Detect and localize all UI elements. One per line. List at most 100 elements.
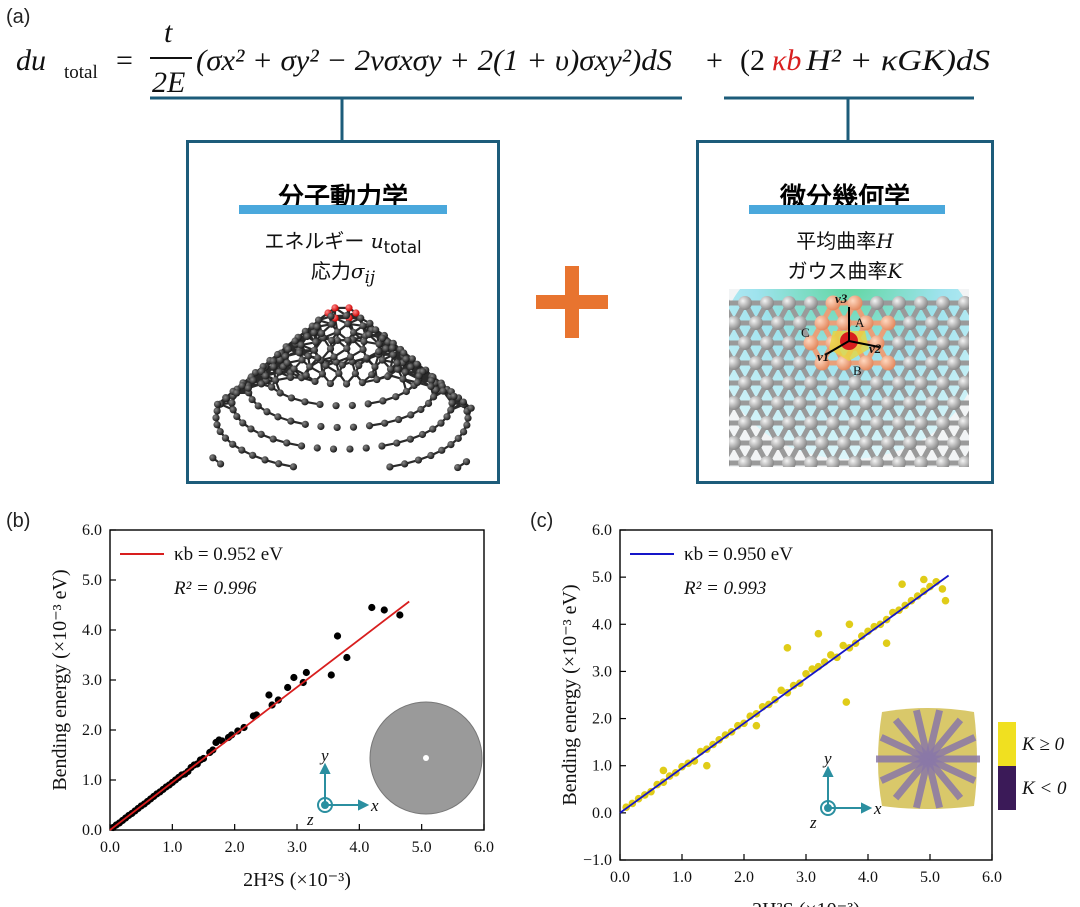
- data-point: [265, 691, 273, 699]
- atom: [364, 400, 372, 408]
- eq-lhs-sub: total: [64, 62, 98, 83]
- atom: [771, 396, 785, 410]
- box-dg-line1-text: 平均曲率: [796, 229, 877, 253]
- x-tick-label: 3.0: [796, 869, 816, 886]
- box-md-line2-text: 応力: [310, 259, 351, 283]
- data-point: [913, 592, 922, 600]
- atom: [283, 439, 291, 447]
- eq-frac-num: t: [164, 16, 173, 49]
- curvature-schematic-image: A B C v1 v2 v3: [729, 289, 969, 467]
- x-tick-label: 5.0: [920, 869, 940, 886]
- panel-label-a: (a): [6, 6, 31, 28]
- atom: [287, 417, 295, 425]
- data-point: [783, 644, 792, 652]
- data-point: [302, 668, 310, 677]
- data-point: [777, 686, 785, 695]
- atom: [836, 315, 852, 331]
- atom: [858, 355, 874, 371]
- panel-label-c: (c): [530, 510, 554, 532]
- atom: [760, 376, 774, 390]
- atom: [782, 456, 796, 467]
- inset-curvature-ray: [924, 758, 943, 809]
- axis-icon-z: [317, 797, 333, 813]
- atom: [859, 396, 873, 410]
- atom: [394, 365, 402, 373]
- atom: [793, 356, 807, 370]
- atom: [892, 296, 906, 310]
- inset-curvature-ray: [924, 709, 943, 760]
- atom: [760, 456, 774, 467]
- atom: [249, 376, 257, 385]
- atom: [738, 416, 752, 430]
- atom: [424, 399, 433, 408]
- atom: [903, 316, 917, 330]
- atom: [357, 314, 365, 322]
- atom: [249, 451, 257, 459]
- atom: [880, 355, 896, 371]
- axis-icon-z: [820, 800, 836, 816]
- atom: [343, 344, 351, 353]
- inset-curvature-ray: [925, 717, 964, 762]
- atom: [814, 315, 830, 331]
- atom: [317, 329, 326, 338]
- atom: [393, 359, 401, 367]
- data-point: [333, 632, 342, 640]
- atom: [418, 430, 427, 439]
- atom: [360, 337, 368, 346]
- axis-icon-z-dot: [824, 804, 832, 812]
- atom: [467, 404, 475, 412]
- atom: [847, 295, 863, 311]
- box-dg-line2-text: ガウス曲率: [787, 259, 888, 283]
- box-dg-bar: [749, 205, 945, 214]
- vector-v2: [848, 340, 880, 348]
- x-tick-label: 6.0: [474, 839, 494, 856]
- data-point: [920, 575, 928, 584]
- data-point: [839, 641, 847, 650]
- box-md-line2-sub: ij: [364, 268, 376, 287]
- y-tick-label: 5.0: [82, 572, 102, 589]
- atom: [333, 336, 342, 345]
- atom: [248, 395, 256, 404]
- atom: [870, 296, 884, 310]
- atom: [216, 427, 224, 436]
- atom: [729, 436, 741, 450]
- atom: [881, 436, 895, 450]
- data-point: [327, 671, 335, 679]
- atom: [313, 444, 321, 452]
- data-point: [343, 653, 351, 662]
- atom: [450, 392, 458, 400]
- inset-disk-center: [423, 755, 429, 761]
- atom: [914, 296, 928, 310]
- atom: [825, 295, 841, 311]
- atom: [749, 356, 763, 370]
- data-point: [802, 669, 810, 678]
- atom: [914, 336, 928, 350]
- atom: [408, 355, 416, 363]
- data-point: [920, 587, 928, 596]
- atom: [454, 463, 462, 472]
- atom: [209, 454, 217, 462]
- y-tick-label: 2.0: [592, 711, 612, 728]
- graphene-cone-image: [209, 304, 475, 472]
- atom: [462, 458, 471, 466]
- atom: [427, 377, 435, 385]
- atom: [826, 376, 840, 390]
- atom: [399, 375, 407, 383]
- atom: [326, 379, 335, 388]
- atom: [432, 386, 440, 394]
- x-tick-label: 2.0: [734, 869, 754, 886]
- eq-equals: =: [116, 44, 133, 77]
- atom: [263, 408, 271, 416]
- atom: [342, 380, 351, 388]
- atom: [326, 345, 335, 353]
- y-tick-label: 4.0: [592, 616, 612, 633]
- atom: [429, 425, 437, 433]
- atom: [373, 375, 381, 384]
- atom: [848, 376, 862, 390]
- inset-curvature-ray: [892, 717, 931, 762]
- y-tick-label: 5.0: [592, 569, 612, 586]
- atom: [749, 436, 763, 450]
- data-point: [842, 698, 851, 706]
- atom: [365, 330, 373, 339]
- atom: [238, 446, 246, 454]
